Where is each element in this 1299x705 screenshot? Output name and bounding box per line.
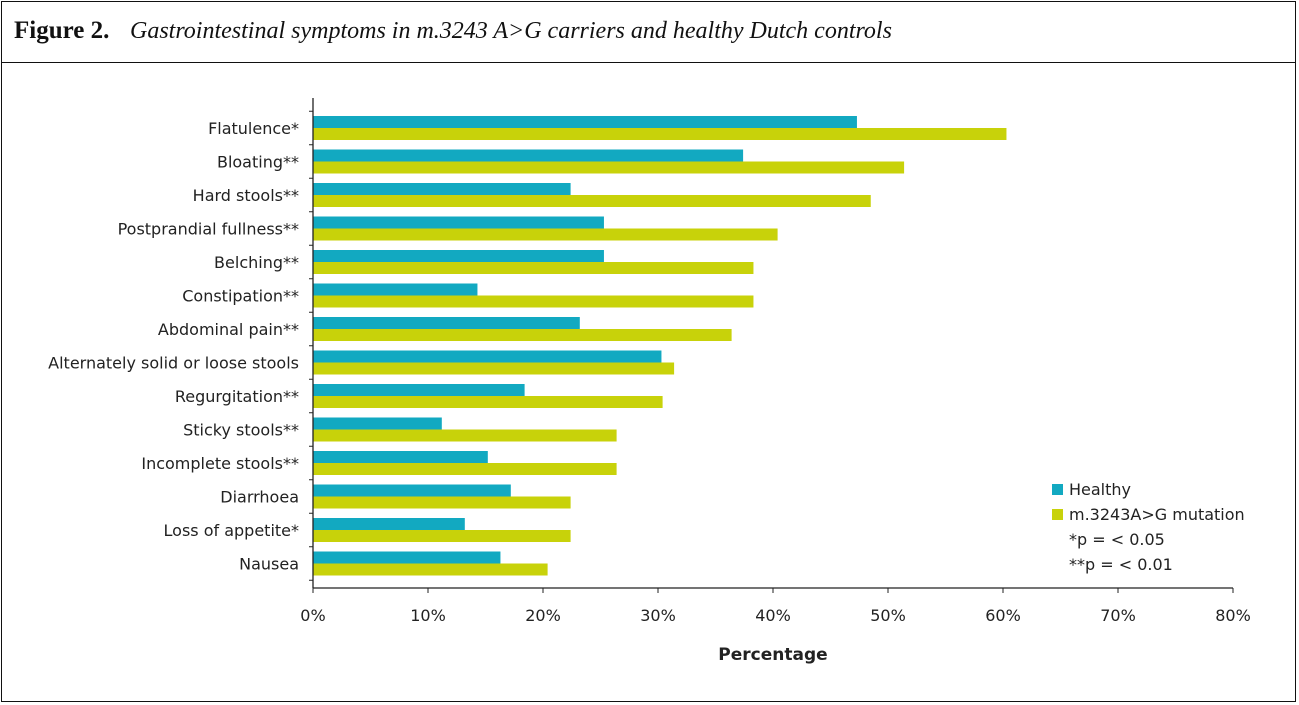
x-tick-label: 80% [1215, 606, 1251, 625]
bar-mutation [313, 128, 1007, 140]
bar-healthy [313, 183, 571, 195]
x-tick-label: 40% [755, 606, 791, 625]
category-label: Alternately solid or loose stools [48, 354, 299, 373]
x-tick-label: 70% [1100, 606, 1136, 625]
bar-healthy [313, 149, 744, 162]
category-label: Diarrhoea [220, 488, 299, 507]
bar-mutation [313, 262, 754, 274]
category-label: Hard stools** [193, 186, 299, 205]
bar-mutation [313, 329, 732, 341]
category-label: Loss of appetite* [164, 521, 299, 540]
figure-label: Figure 2. [14, 17, 110, 44]
bar-mutation [313, 496, 571, 509]
category-label: Incomplete stools** [141, 454, 299, 473]
category-label: Nausea [239, 555, 299, 574]
bar-mutation [313, 563, 548, 576]
bar-healthy [313, 417, 442, 430]
x-tick-label: 30% [640, 606, 676, 625]
bar-healthy [313, 350, 662, 363]
x-tick-label: 10% [410, 606, 446, 625]
bar-mutation [313, 295, 754, 308]
legend-swatch [1052, 484, 1063, 495]
category-label: Constipation** [182, 287, 299, 306]
x-axis-title: Percentage [718, 645, 827, 665]
bar-mutation [313, 429, 617, 442]
bar-mutation [313, 530, 571, 542]
bar-mutation [313, 463, 617, 475]
bar-healthy [313, 384, 525, 396]
legend-label: m.3243A>G mutation [1069, 505, 1245, 524]
bar-healthy [313, 451, 488, 463]
bar-healthy [313, 250, 604, 262]
bar-mutation [313, 195, 871, 207]
legend-label: Healthy [1069, 480, 1131, 499]
legend-significance-note: **p = < 0.01 [1069, 555, 1173, 574]
category-label: Abdominal pain** [158, 320, 299, 339]
bar-mutation [313, 228, 778, 241]
legend-significance-note: *p = < 0.05 [1069, 530, 1165, 549]
bar-mutation [313, 161, 905, 174]
bar-healthy [313, 551, 501, 564]
bar-mutation [313, 362, 675, 375]
figure-header: Figure 2. Gastrointestinal symptoms in m… [2, 2, 1295, 63]
bar-healthy [313, 317, 580, 329]
category-label: Postprandial fullness** [118, 220, 299, 239]
category-label: Sticky stools** [183, 421, 299, 440]
category-label: Regurgitation** [175, 387, 299, 406]
bar-healthy [313, 484, 511, 497]
bar-healthy [313, 116, 857, 128]
bar-healthy [313, 283, 478, 296]
bar-healthy [313, 216, 604, 229]
bar-mutation [313, 396, 663, 408]
figure-caption: Gastrointestinal symptoms in m.3243 A>G … [130, 18, 892, 44]
category-label: Belching** [214, 253, 299, 272]
x-tick-label: 60% [985, 606, 1021, 625]
x-tick-label: 20% [525, 606, 561, 625]
category-label: Flatulence* [208, 119, 299, 138]
legend-swatch [1052, 509, 1063, 520]
category-label: Bloating** [217, 153, 299, 172]
x-tick-label: 0% [300, 606, 325, 625]
bar-healthy [313, 518, 465, 530]
x-tick-label: 50% [870, 606, 906, 625]
